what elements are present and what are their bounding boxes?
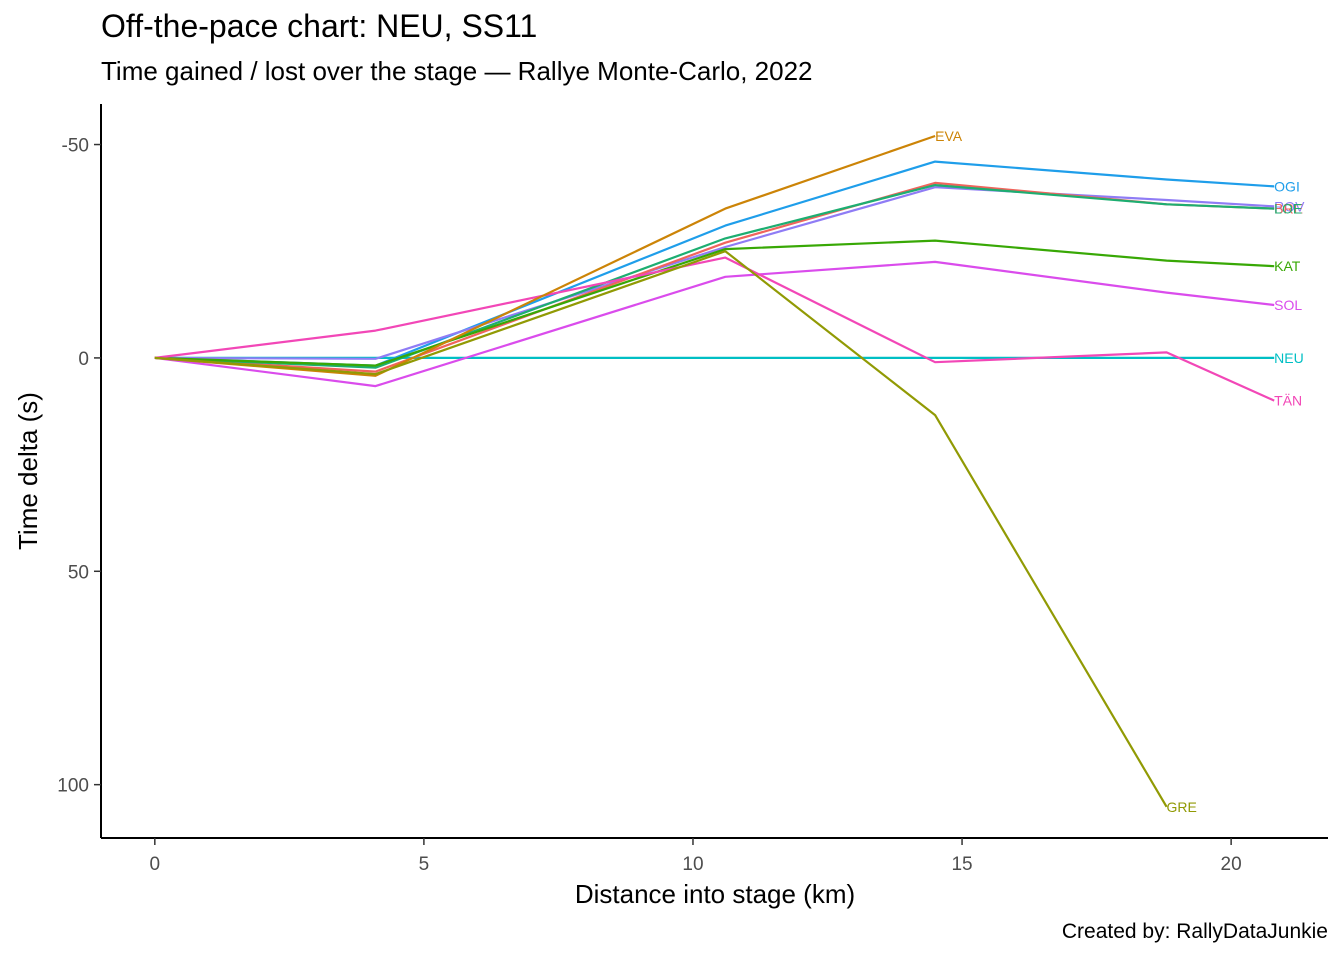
series-label-ogi: OGI xyxy=(1274,178,1300,194)
x-axis-ticks: 0 5 10 15 20 xyxy=(150,838,1242,875)
series-line-gre xyxy=(154,250,1168,808)
x-tick-label: 20 xyxy=(1221,854,1242,875)
series-line-rov xyxy=(154,186,1275,360)
series-label-rov: ROV xyxy=(1274,198,1305,214)
series-label-eva: EVA xyxy=(935,128,963,144)
series-layer xyxy=(154,134,1275,808)
series-line-bre xyxy=(154,181,1275,373)
series-line-loe xyxy=(154,184,1275,369)
series-line-kat xyxy=(154,239,1275,367)
series-line-tän xyxy=(154,256,1275,402)
chart-title: Off-the-pace chart: NEU, SS11 xyxy=(101,8,538,44)
chart-caption: Created by: RallyDataJunkie xyxy=(1061,920,1328,943)
y-tick-label: 100 xyxy=(57,776,89,797)
series-line-sol xyxy=(154,260,1275,388)
x-tick-label: 0 xyxy=(150,854,161,875)
y-tick-label: -50 xyxy=(62,136,89,157)
series-line-ogi xyxy=(154,160,1275,367)
series-line-eva xyxy=(154,134,936,377)
y-tick-label: 50 xyxy=(68,562,89,583)
series-label-sol: SOL xyxy=(1274,297,1302,313)
series-label-tän: TÄN xyxy=(1274,393,1302,409)
series-label-gre: GRE xyxy=(1167,799,1197,815)
y-tick-label: 0 xyxy=(78,349,89,370)
series-label-loe: LOE xyxy=(1274,201,1302,217)
series-label-bre: BRE xyxy=(1274,201,1303,217)
x-tick-label: 10 xyxy=(682,854,703,875)
chart-subtitle: Time gained / lost over the stage — Rall… xyxy=(101,56,813,86)
x-axis-title: Distance into stage (km) xyxy=(575,879,855,909)
series-label-kat: KAT xyxy=(1274,258,1301,274)
x-tick-label: 5 xyxy=(419,854,430,875)
series-label-neu: NEU xyxy=(1274,350,1304,366)
y-axis-title: Time delta (s) xyxy=(13,392,43,550)
y-axis-ticks: -50 0 50 100 xyxy=(57,136,101,797)
x-tick-label: 15 xyxy=(951,854,972,875)
